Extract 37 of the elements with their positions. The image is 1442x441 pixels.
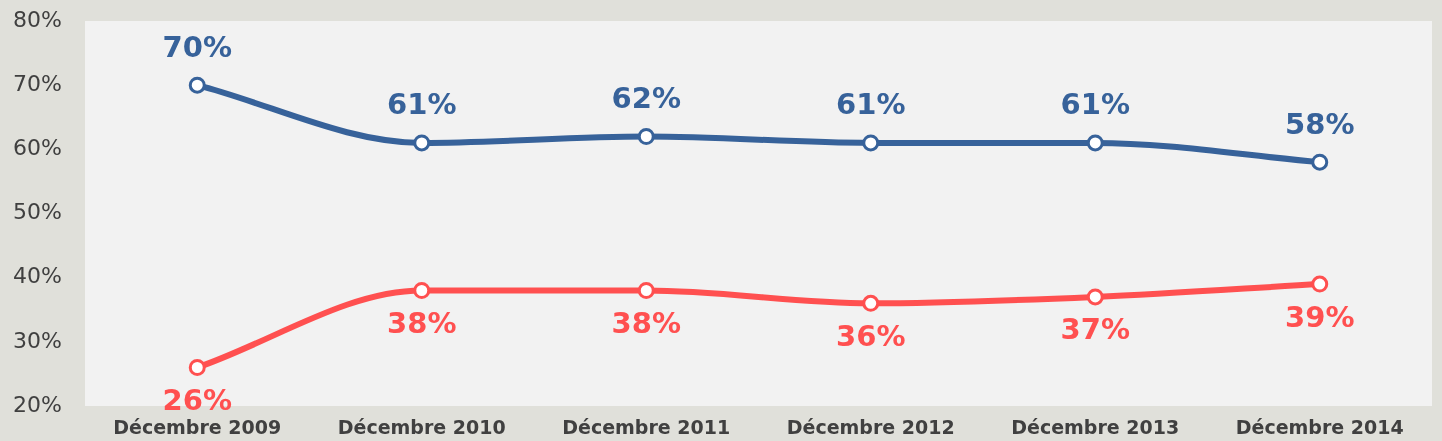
point: [862, 134, 880, 152]
point: [1086, 288, 1104, 306]
point: [1311, 275, 1329, 293]
data-label: 61%: [836, 87, 906, 122]
x-tick-label: Décembre 2013: [1011, 416, 1180, 439]
data-label: 36%: [836, 318, 906, 353]
data-label: 58%: [1285, 106, 1355, 141]
y-tick-label: 50%: [13, 199, 62, 225]
y-tick-label: 30%: [13, 327, 62, 353]
x-tick-label: Décembre 2014: [1235, 416, 1404, 439]
point: [1086, 134, 1104, 152]
point: [1311, 153, 1329, 171]
point: [413, 282, 431, 299]
x-tick-label: Décembre 2012: [786, 416, 955, 439]
point: [862, 294, 880, 312]
data-label: 39%: [1285, 299, 1355, 334]
data-label: 26%: [162, 383, 232, 418]
point: [188, 359, 206, 376]
data-label: 38%: [611, 306, 681, 341]
data-label: 62%: [611, 81, 681, 116]
x-tick-label: Décembre 2009: [113, 416, 282, 439]
y-tick-label: 40%: [13, 263, 62, 289]
point: [637, 282, 655, 299]
x-tick-label: Décembre 2011: [562, 416, 731, 439]
point: [637, 128, 655, 145]
y-tick-label: 60%: [13, 135, 62, 161]
data-label: 37%: [1060, 312, 1130, 347]
data-label: 70%: [162, 29, 232, 64]
x-tick-label: Décembre 2010: [337, 416, 506, 439]
y-tick-label: 20%: [13, 391, 62, 417]
y-tick-label: 70%: [13, 70, 62, 96]
point: [188, 76, 206, 94]
point: [413, 134, 431, 152]
data-label: 61%: [387, 87, 457, 122]
data-label: 38%: [387, 306, 457, 341]
data-label: 61%: [1060, 87, 1130, 122]
y-tick-label: 80%: [13, 6, 62, 32]
